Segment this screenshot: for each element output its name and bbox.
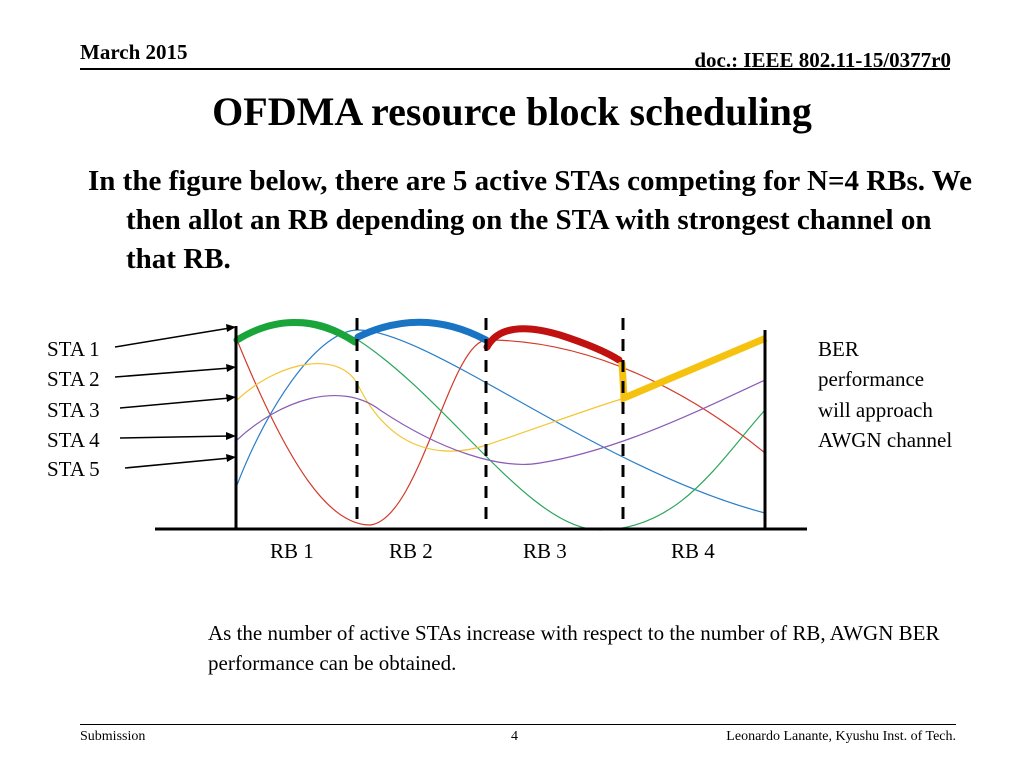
ber-note-line-1: BER — [818, 337, 859, 361]
sta-curve-blue — [236, 329, 766, 514]
footer-rule — [80, 724, 956, 725]
ber-note-line-4: AWGN channel — [818, 428, 952, 452]
rb4-best-segment — [618, 334, 768, 404]
rb2-label: RB 2 — [389, 539, 433, 563]
sta2-label: STA 2 — [47, 367, 100, 391]
ber-note-line-3: will approach — [818, 398, 933, 422]
conclusion-note: As the number of active STAs increase wi… — [208, 621, 940, 675]
rb1-label: RB 1 — [270, 539, 314, 563]
sta2-arrow — [114, 367, 231, 378]
sta4-arrow — [119, 435, 231, 439]
slide-title: OFDMA resource block scheduling — [212, 89, 812, 134]
sta1-arrowhead — [226, 324, 236, 332]
ber-note-line-2: performance — [818, 367, 924, 391]
header-date: March 2015 — [80, 40, 188, 64]
sta5-arrowhead — [226, 454, 236, 462]
footer-author: Leonardo Lanante, Kyushu Inst. of Tech. — [726, 729, 956, 744]
rb2-best-segment — [354, 318, 490, 344]
sta2-arrowhead — [226, 364, 236, 372]
sta4-label: STA 4 — [47, 428, 100, 452]
sta5-label: STA 5 — [47, 457, 100, 481]
rb4-label: RB 4 — [671, 539, 715, 563]
rb3-label: RB 3 — [523, 539, 567, 563]
sta3-arrowhead — [226, 394, 236, 402]
sta1-label: STA 1 — [47, 337, 100, 361]
rb1-best-segment — [233, 319, 359, 346]
sta-curve-purple — [236, 379, 766, 465]
footer-page-number: 4 — [511, 729, 518, 744]
sta-curve-yellow — [236, 363, 626, 452]
rb3-best-segment — [483, 325, 623, 364]
sta4-arrowhead — [226, 432, 236, 440]
sta1-arrow — [114, 327, 231, 348]
sta3-label: STA 3 — [47, 398, 100, 422]
sta-curve-red — [236, 339, 766, 526]
header-rule — [80, 68, 950, 70]
sta5-arrow — [124, 457, 231, 469]
sta3-arrow — [119, 397, 231, 409]
footer-submission: Submission — [80, 729, 146, 744]
intro-text: In the figure below, there are 5 active … — [88, 165, 973, 275]
